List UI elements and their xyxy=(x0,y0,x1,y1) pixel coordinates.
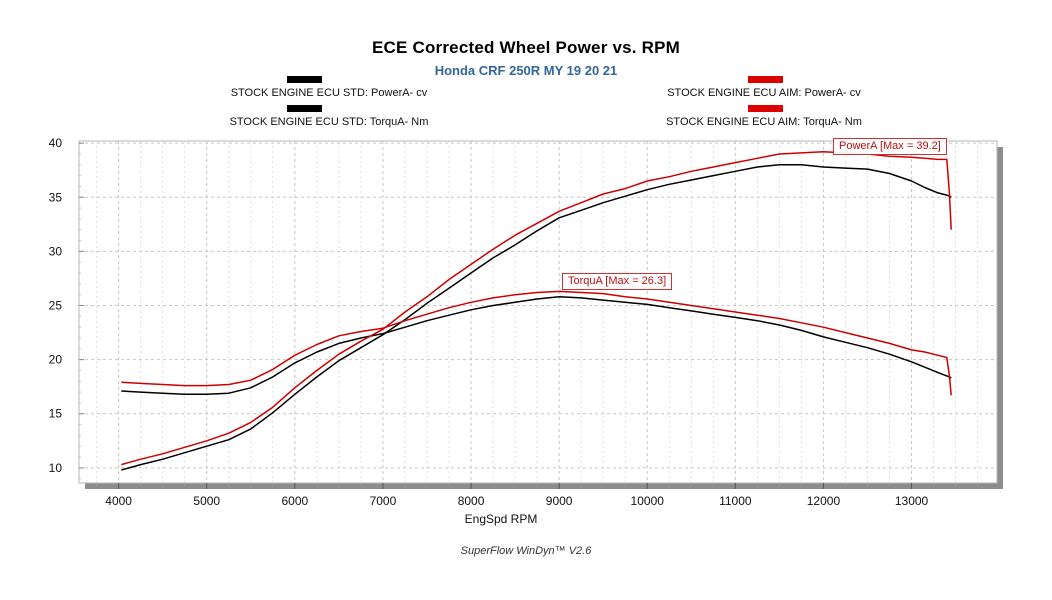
svg-text:7000: 7000 xyxy=(370,494,397,508)
gridlines xyxy=(79,141,997,483)
torque-max-annotation: TorquA [Max = 26.3] xyxy=(562,273,673,290)
svg-text:4000: 4000 xyxy=(105,494,132,508)
svg-text:12000: 12000 xyxy=(807,494,841,508)
x-tick-labels: 4000 5000 6000 7000 8000 9000 10000 11000 12000 1… xyxy=(105,494,928,508)
svg-text:10000: 10000 xyxy=(631,494,665,508)
svg-text:6000: 6000 xyxy=(281,494,308,508)
legend-swatch-std-power xyxy=(287,76,322,83)
svg-text:35: 35 xyxy=(49,190,63,204)
x-axis-label: EngSpd RPM xyxy=(464,512,538,526)
svg-text:20: 20 xyxy=(49,353,63,367)
svg-text:25: 25 xyxy=(49,299,63,313)
svg-text:30: 30 xyxy=(49,244,63,258)
legend-label-std-power: STOCK ENGINE ECU STD: PowerA- cv xyxy=(230,87,428,99)
legend-label-aim-torque: STOCK ENGINE ECU AIM: TorquA- Nm xyxy=(666,116,862,128)
page-title: ECE Corrected Wheel Power vs. RPM xyxy=(372,38,680,57)
series-std-torque xyxy=(121,296,952,396)
y-tick-labels: 10 15 20 25 30 35 40 xyxy=(49,136,63,475)
legend-swatch-aim-torque xyxy=(748,105,783,112)
power-max-annotation: PowerA [Max = 39.2] xyxy=(833,138,947,155)
svg-text:8000: 8000 xyxy=(458,494,485,508)
legend-label-std-torque: STOCK ENGINE ECU STD: TorquA- Nm xyxy=(229,116,429,128)
footer-watermark: SuperFlow WinDyn™ V2.6 xyxy=(460,545,592,557)
svg-text:40: 40 xyxy=(49,136,63,150)
series-std-power xyxy=(121,164,952,471)
svg-text:5000: 5000 xyxy=(193,494,220,508)
legend-label-aim-power: STOCK ENGINE ECU AIM: PowerA- cv xyxy=(667,87,861,99)
legend-swatch-aim-power xyxy=(748,76,783,83)
series-curves xyxy=(121,151,952,471)
svg-text:11000: 11000 xyxy=(719,494,752,508)
legend-swatch-std-torque xyxy=(287,105,322,112)
axis-ticks xyxy=(79,142,979,489)
series-aim-torque xyxy=(121,290,952,396)
svg-text:15: 15 xyxy=(49,407,63,421)
svg-text:13000: 13000 xyxy=(895,494,929,508)
plot-area xyxy=(78,140,998,484)
svg-text:10: 10 xyxy=(49,461,63,475)
page-subtitle: Honda CRF 250R MY 19 20 21 xyxy=(434,63,618,78)
svg-text:9000: 9000 xyxy=(546,494,573,508)
